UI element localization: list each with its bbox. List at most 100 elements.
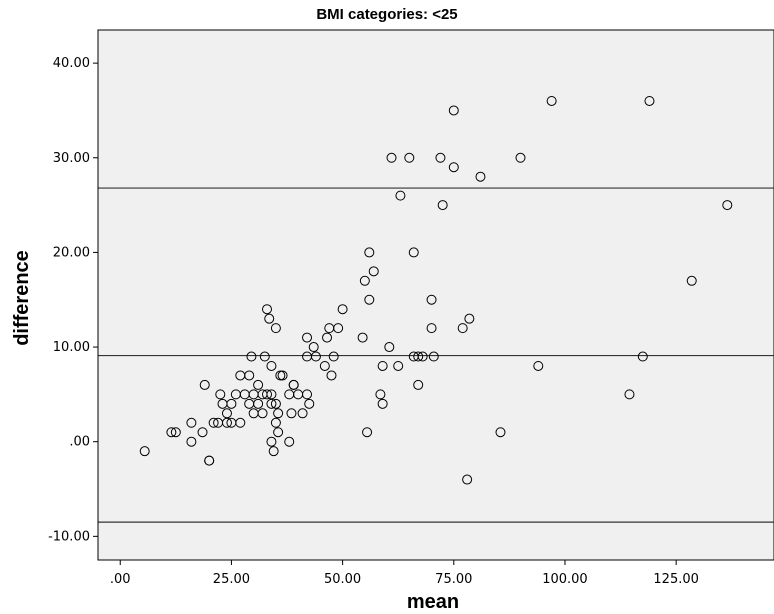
data-point [426, 294, 437, 305]
data-point [208, 417, 219, 428]
y-tick-label: 10.00 [53, 340, 90, 355]
data-point [408, 247, 419, 258]
data-point [170, 427, 181, 438]
data-point [448, 162, 459, 173]
data-point [377, 398, 388, 409]
data-point [395, 190, 406, 201]
data-point [257, 408, 268, 419]
data-point [270, 417, 281, 428]
data-point [244, 370, 255, 381]
data-point [246, 351, 257, 362]
data-point [304, 398, 315, 409]
data-point [266, 436, 277, 447]
y-tick-label: 20.00 [53, 245, 90, 260]
data-point [288, 379, 299, 390]
y-tick-label: 40.00 [53, 56, 90, 71]
data-point [319, 360, 330, 371]
data-point [362, 427, 373, 438]
data-point [457, 323, 468, 334]
data-point [368, 266, 379, 277]
plot-area [97, 29, 774, 561]
data-point [404, 152, 415, 163]
data-point [302, 389, 313, 400]
data-point [308, 342, 319, 353]
data-point [413, 351, 424, 362]
data-point [428, 351, 439, 362]
data-point [435, 152, 446, 163]
data-point [375, 389, 386, 400]
data-point [637, 351, 648, 362]
data-point [322, 332, 333, 343]
data-point [266, 398, 277, 409]
data-point [270, 323, 281, 334]
data-point [437, 200, 448, 211]
data-point [264, 313, 275, 324]
data-point [417, 351, 428, 362]
y-axis-title: difference [11, 250, 33, 346]
data-point [166, 427, 177, 438]
data-point [357, 332, 368, 343]
data-point [259, 351, 270, 362]
ticks: -10.00 .00 10.00 20.00 30.00 40.00 .00 25.00 50.… [48, 56, 699, 587]
data-point [475, 171, 486, 182]
chart-title: BMI categories: <25 [316, 6, 457, 23]
data-point [333, 323, 344, 334]
data-point [462, 474, 473, 485]
data-point [644, 95, 655, 106]
data-point [186, 417, 197, 428]
data-point [384, 342, 395, 353]
data-point [286, 408, 297, 419]
data-point [215, 389, 226, 400]
data-points [139, 95, 733, 485]
data-point [235, 417, 246, 428]
x-axis-title: mean [407, 591, 459, 613]
data-point [386, 152, 397, 163]
reference-lines [98, 187, 774, 523]
data-point [393, 360, 404, 371]
data-point [546, 95, 557, 106]
data-point [624, 389, 635, 400]
data-point [273, 408, 284, 419]
data-point [253, 398, 264, 409]
data-point [310, 351, 321, 362]
data-point [204, 455, 215, 466]
x-tick-label: 25.00 [213, 572, 250, 587]
data-point [277, 370, 288, 381]
x-tick-label: 50.00 [324, 572, 361, 587]
data-point [328, 351, 339, 362]
y-tick-label: 30.00 [53, 151, 90, 166]
data-point [268, 446, 279, 457]
x-tick-label: 125.00 [653, 572, 699, 587]
data-point [262, 389, 272, 400]
plot-background [97, 29, 774, 561]
data-point [199, 379, 210, 390]
y-tick-label: -10.00 [48, 529, 90, 544]
data-point [464, 313, 475, 324]
axes [97, 30, 774, 561]
data-point [377, 360, 388, 371]
data-point [326, 370, 337, 381]
data-point [275, 370, 286, 381]
data-point [533, 360, 544, 371]
x-tick-label: .00 [110, 572, 131, 587]
data-point [448, 105, 459, 116]
data-point [253, 379, 264, 390]
data-point [426, 323, 437, 334]
data-point [515, 152, 526, 163]
x-tick-label: 100.00 [542, 572, 588, 587]
data-point [413, 379, 424, 390]
data-point [270, 398, 281, 409]
data-point [273, 427, 284, 438]
data-point [359, 275, 370, 286]
data-point [221, 417, 232, 428]
data-point [364, 294, 375, 305]
data-point [266, 360, 277, 371]
data-point [284, 436, 295, 447]
data-point [337, 304, 348, 315]
data-point [186, 436, 197, 447]
data-point [686, 275, 697, 286]
data-point [495, 427, 506, 438]
x-tick-label: 75.00 [435, 572, 472, 587]
